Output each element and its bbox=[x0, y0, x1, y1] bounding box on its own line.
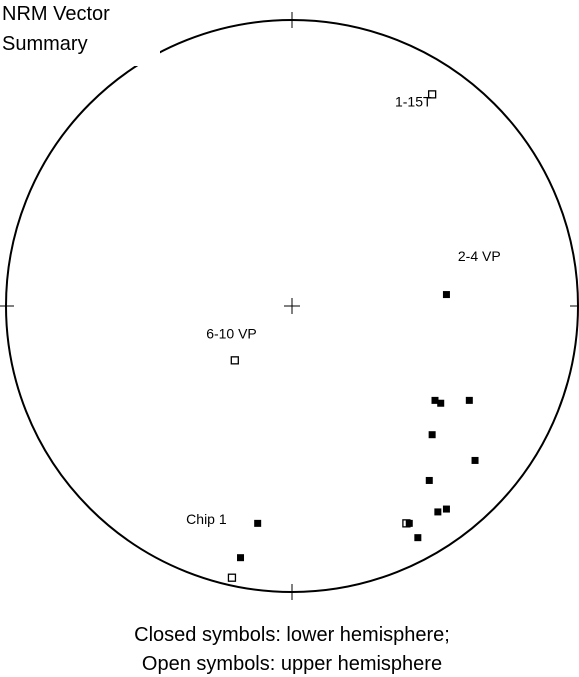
closed-symbol bbox=[254, 519, 262, 527]
annotation: 2-4 VP bbox=[458, 248, 501, 264]
annotation: Chip 1 bbox=[186, 511, 227, 527]
closed-symbol bbox=[431, 396, 439, 404]
annotation: 1-15T bbox=[395, 94, 432, 110]
caption: Closed symbols: lower hemisphere; bbox=[134, 624, 450, 646]
open-symbol bbox=[230, 356, 239, 365]
closed-symbol bbox=[437, 399, 445, 407]
closed-symbol bbox=[414, 534, 422, 542]
net-ticks bbox=[0, 12, 579, 600]
closed-symbol bbox=[471, 456, 479, 464]
closed-symbol bbox=[434, 508, 442, 516]
closed-symbol bbox=[442, 291, 450, 299]
closed-symbol bbox=[237, 554, 245, 562]
chart-title: Summary bbox=[2, 33, 88, 55]
open-symbol bbox=[227, 573, 237, 582]
closed-symbol bbox=[465, 396, 473, 404]
closed-symbol bbox=[425, 476, 433, 484]
chart-title: NRM Vector bbox=[2, 3, 110, 25]
caption: Open symbols: upper hemisphere bbox=[142, 653, 442, 675]
closed-symbol bbox=[442, 505, 450, 513]
closed-symbol bbox=[428, 431, 436, 439]
closed-symbol bbox=[405, 519, 413, 527]
title-backdrop bbox=[0, 0, 160, 66]
annotation: 6-10 VP bbox=[206, 325, 257, 341]
open-symbol bbox=[427, 90, 437, 99]
